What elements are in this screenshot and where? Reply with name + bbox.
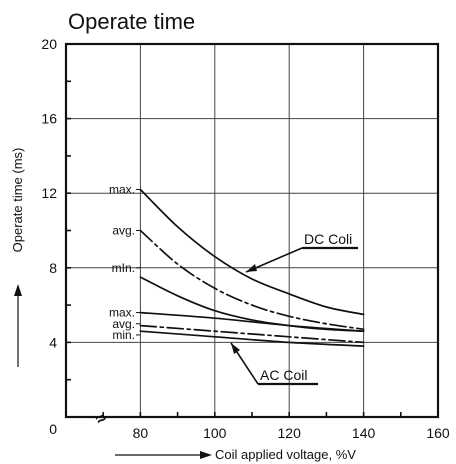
- axis-ticks: [66, 80, 402, 417]
- curve-labels: max.avg.mIn.max.avg.min.: [109, 182, 141, 342]
- x-tick-label-160: 160: [426, 425, 450, 441]
- y-tick-label-4: 4: [49, 334, 57, 350]
- curve-label-1: avg.: [112, 224, 135, 238]
- series-line-ac-coil-min: [139, 330, 365, 347]
- y-axis-label: Operate time (ms): [10, 148, 25, 253]
- series-line-dc-coil-avg: [139, 229, 365, 331]
- ac-coil-label: AC Coil: [260, 367, 307, 383]
- y-tick-label-0: 0: [49, 421, 57, 437]
- y-tick-label-20: 20: [41, 36, 57, 52]
- x-axis-arrow: [115, 451, 212, 459]
- series-line-dc-coil-max: [139, 188, 365, 316]
- y-tick-label-8: 8: [49, 260, 57, 276]
- axis-break-mark: ≈: [92, 408, 110, 429]
- tick-labels: 80 100 120 140 160 0 4 8 12 16 20: [41, 36, 449, 441]
- x-tick-label-80: 80: [133, 425, 149, 441]
- curve-label-4: avg.: [112, 317, 135, 331]
- curve-label-3: max.: [109, 306, 135, 320]
- series-line-dc-coil-min: [139, 276, 365, 333]
- curve-label-2: mIn.: [112, 261, 135, 275]
- y-axis-arrow: [14, 284, 22, 367]
- chart-title: Operate time: [68, 9, 195, 34]
- dc-coil-label: DC Coli: [304, 231, 352, 247]
- data-series: [139, 188, 365, 347]
- curve-label-5: min.: [112, 328, 135, 342]
- x-tick-label-100: 100: [203, 425, 227, 441]
- curve-label-0: max.: [109, 182, 135, 196]
- x-tick-label-120: 120: [278, 425, 302, 441]
- dc-coil-callout: DC Coli: [245, 231, 358, 273]
- ac-coil-callout: AC Coil: [230, 342, 318, 386]
- y-tick-label-12: 12: [41, 185, 57, 201]
- y-tick-label-16: 16: [41, 111, 57, 127]
- dc-callout-arrowhead: [246, 264, 257, 272]
- x-axis-label: Coil applied voltage, %V: [215, 447, 356, 462]
- series-line-ac-coil-avg: [139, 324, 365, 344]
- series-line-ac-coil-max: [139, 311, 365, 333]
- x-tick-label-140: 140: [352, 425, 376, 441]
- ac-callout-arrowhead: [231, 343, 240, 354]
